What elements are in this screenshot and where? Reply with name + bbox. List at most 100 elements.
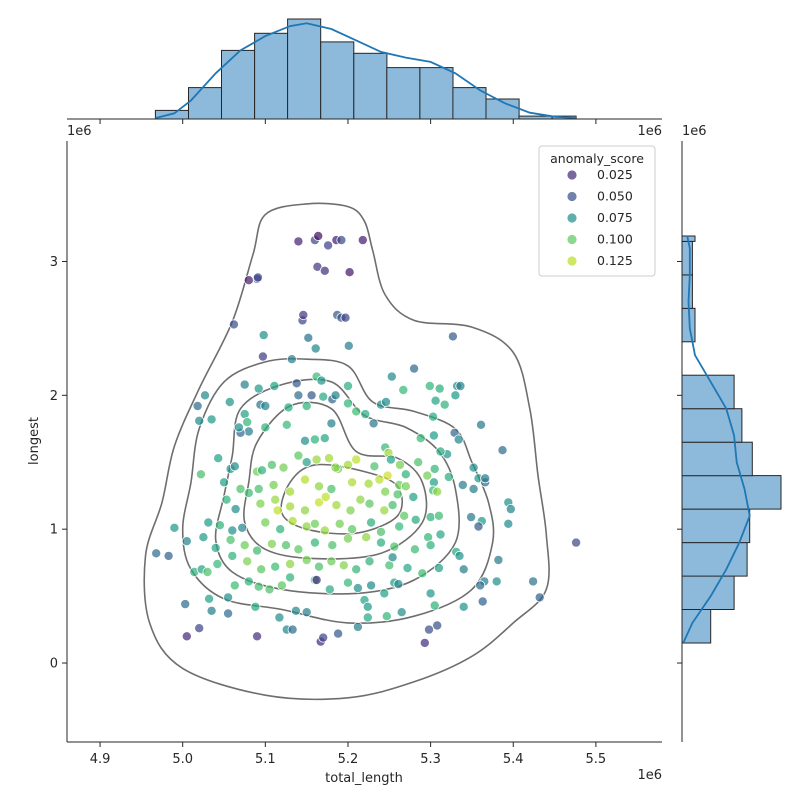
marginal-y-bar <box>681 240 693 276</box>
marginal-x-bar <box>353 52 388 120</box>
scatter-point <box>319 433 330 444</box>
scatter-point <box>443 471 454 482</box>
legend-marker <box>566 234 578 245</box>
scatter-point <box>195 469 206 480</box>
x-tick-label: 5.0 <box>172 752 193 767</box>
y-tick-label: 0 <box>50 657 58 672</box>
scatter-point <box>402 563 413 574</box>
marginal-y-bar <box>681 475 782 510</box>
scatter-point <box>257 351 268 362</box>
scatter-point <box>375 537 386 548</box>
scatter-point <box>301 457 312 468</box>
scatter-point <box>342 380 353 391</box>
scatter-point <box>379 588 390 599</box>
scatter-point <box>285 572 296 583</box>
scatter-point <box>368 418 379 429</box>
scatter-point <box>239 379 250 390</box>
legend-entry-label: 0.100 <box>597 232 633 247</box>
scatter-point <box>369 461 380 472</box>
legend-entry-label: 0.050 <box>597 189 633 204</box>
scatter-point <box>323 240 334 251</box>
scatter-point <box>274 612 285 623</box>
scatter-point <box>410 514 421 525</box>
scatter-point <box>313 230 324 241</box>
scatter-point <box>204 593 215 604</box>
scatter-point <box>409 544 420 555</box>
scatter-point <box>394 459 405 470</box>
scatter-point <box>242 556 253 567</box>
scatter-point <box>409 363 420 374</box>
scatter-point <box>458 601 469 612</box>
scatter-point <box>342 533 353 544</box>
scatter-point <box>429 600 440 611</box>
marginal-x-kde-line <box>155 22 577 119</box>
scatter-point <box>309 537 320 548</box>
scatter-point <box>260 422 271 433</box>
scatter-point <box>163 550 174 561</box>
scatter-point <box>351 454 362 465</box>
marginal-x-bar <box>452 87 487 120</box>
scatter-point <box>313 481 324 492</box>
scatter-point <box>291 378 302 389</box>
scatter-point <box>252 631 263 642</box>
scatter-point <box>433 563 444 574</box>
scatter-point <box>419 637 430 648</box>
scatter-point <box>318 391 329 402</box>
scatter-point <box>422 470 433 481</box>
scatter-point <box>299 435 310 446</box>
scatter-point <box>229 461 240 472</box>
scatter-point <box>224 396 235 407</box>
legend-entry-label: 0.125 <box>597 253 633 268</box>
y-axis-ticks: 0 1 2 3 <box>50 255 682 672</box>
scatter-point <box>250 601 261 612</box>
scatter-point <box>387 500 398 511</box>
scatter-point <box>345 505 356 516</box>
scatter-point <box>382 470 393 481</box>
marginal-x-bar <box>221 49 256 120</box>
scatter-point <box>206 414 217 425</box>
scatter-point <box>223 592 234 603</box>
scatter-point <box>413 457 424 468</box>
marginal-x-right-offset-label: 1e6 <box>637 124 662 139</box>
scatter-point <box>318 632 329 643</box>
scatter-point <box>319 265 330 276</box>
marginal-x-bar <box>188 87 223 120</box>
scatter-point <box>534 592 545 603</box>
scatter-point <box>301 521 312 532</box>
scatter-point <box>272 505 283 516</box>
x-axis-ticks: 4.9 5.0 5.1 5.2 5.3 5.4 5.5 <box>90 119 607 767</box>
scatter-point <box>230 504 241 515</box>
scatter-point <box>253 581 264 592</box>
scatter-point <box>450 390 461 401</box>
scatter-point <box>309 518 320 529</box>
scatter-point <box>299 505 310 516</box>
marginal-x-bar <box>386 67 421 120</box>
legend-entry-label: 0.075 <box>597 210 633 225</box>
scatter-point <box>181 536 192 547</box>
main-plot <box>143 202 582 701</box>
scatter-point <box>428 411 439 422</box>
scatter-point <box>280 540 291 551</box>
scatter-point <box>270 561 281 572</box>
scatter-point <box>235 483 246 494</box>
scatter-point <box>342 459 353 470</box>
scatter-point <box>433 510 444 521</box>
scatter-point <box>313 561 324 572</box>
scatter-point <box>466 512 477 523</box>
scatter-point <box>313 497 324 508</box>
scatter-point <box>202 567 213 578</box>
scatter-point <box>264 584 275 595</box>
scatter-point <box>344 267 355 278</box>
scatter-point <box>293 544 304 555</box>
scatter-point <box>285 501 296 512</box>
scatter-point <box>298 309 309 320</box>
scatter-point <box>275 524 286 535</box>
scatter-point <box>380 486 391 497</box>
scatter-point <box>434 383 445 394</box>
scatter-point <box>276 580 287 591</box>
legend-entry-label: 0.025 <box>597 167 633 182</box>
scatter-point <box>327 540 338 551</box>
x-tick-label: 5.5 <box>586 752 607 767</box>
scatter-point <box>398 384 409 395</box>
marginal-y-offset-label: 1e6 <box>682 124 707 139</box>
